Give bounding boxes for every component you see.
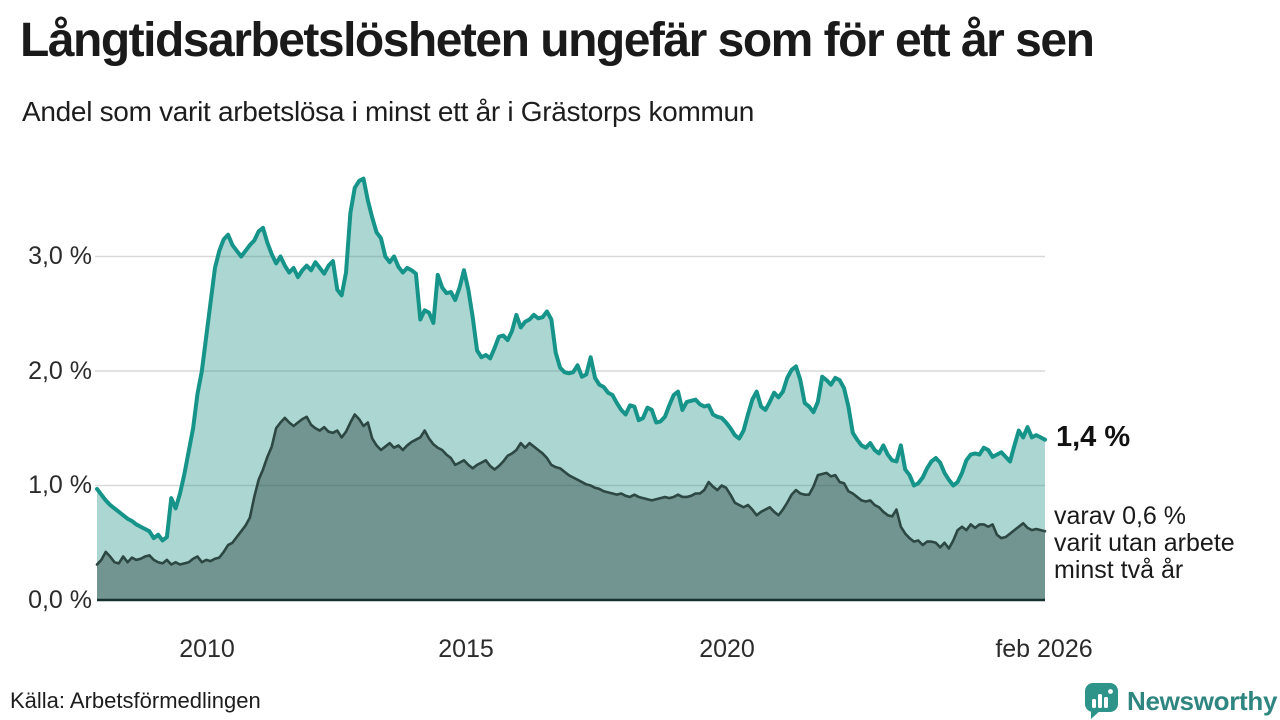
x-tick-label-2015: 2015: [438, 635, 494, 663]
source-credit: Källa: Arbetsförmedlingen: [10, 688, 261, 713]
y-tick-label-2: 2,0 %: [28, 357, 92, 385]
annotation-line-1: varav 0,6 %: [1054, 502, 1187, 530]
x-tick-label-feb-2026: feb 2026: [995, 635, 1093, 663]
y-tick-label-0: 0,0 %: [28, 586, 92, 614]
y-tick-label-3: 3,0 %: [28, 242, 92, 270]
newsworthy-wordmark: Newsworthy: [1127, 685, 1278, 716]
area-2yr-fill: [97, 414, 1045, 600]
page-subtitle: Andel som varit arbetslösa i minst ett å…: [22, 96, 755, 127]
annotation-line-3: minst två år: [1054, 556, 1184, 584]
page-title: Långtidsarbetslösheten ungefär som för e…: [20, 14, 1095, 67]
newsworthy-bubble-icon: [1085, 683, 1118, 719]
y-tick-label-1: 1,0 %: [28, 471, 92, 499]
latest-value-label: 1,4 %: [1056, 421, 1131, 453]
newsworthy-logo[interactable]: Newsworthy: [1084, 682, 1280, 720]
annotation-line-2: varit utan arbete: [1054, 529, 1235, 557]
line-1yr: [95, 176, 1047, 543]
line-2yr: [95, 413, 1047, 566]
x-tick-label-2020: 2020: [699, 635, 755, 663]
x-tick-label-2010: 2010: [179, 635, 235, 663]
